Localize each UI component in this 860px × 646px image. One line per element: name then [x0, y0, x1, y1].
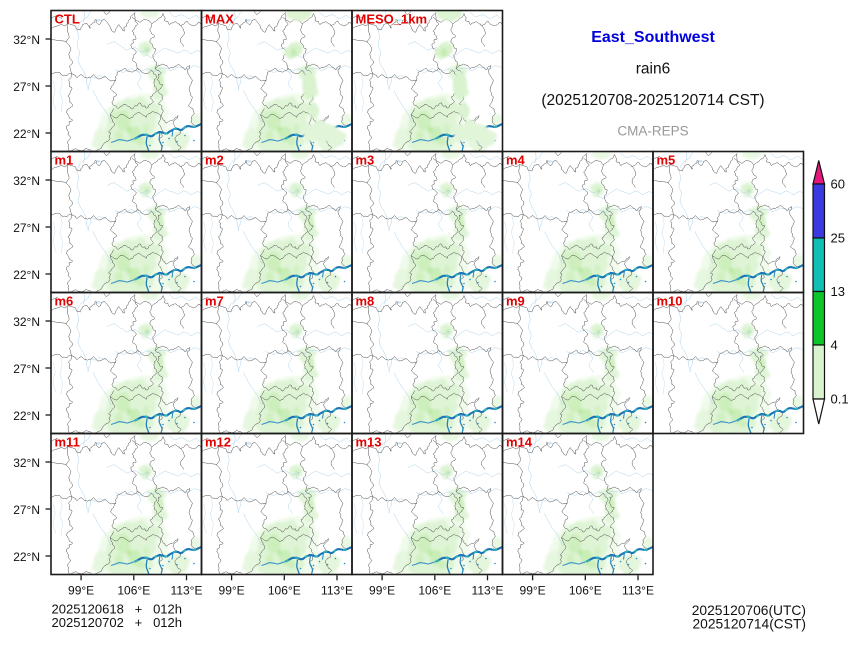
svg-text:27°N: 27°N — [13, 503, 40, 517]
svg-text:22°N: 22°N — [13, 268, 40, 282]
svg-text:m4: m4 — [506, 153, 526, 168]
svg-text:13: 13 — [831, 284, 845, 299]
svg-text:99°E: 99°E — [369, 584, 395, 598]
svg-text:4: 4 — [831, 338, 838, 353]
svg-text:113°E: 113°E — [622, 584, 654, 598]
svg-text:2025120714(CST): 2025120714(CST) — [692, 617, 806, 632]
svg-text:106°E: 106°E — [117, 584, 150, 598]
svg-text:m9: m9 — [506, 294, 525, 309]
svg-text:m8: m8 — [356, 294, 375, 309]
svg-text:32°N: 32°N — [13, 315, 40, 329]
svg-text:27°N: 27°N — [13, 362, 40, 376]
svg-text:99°E: 99°E — [68, 584, 94, 598]
svg-text:m7: m7 — [205, 294, 224, 309]
svg-text:m14: m14 — [506, 435, 533, 450]
svg-text:m3: m3 — [356, 153, 375, 168]
svg-text:27°N: 27°N — [13, 221, 40, 235]
svg-text:113°E: 113°E — [321, 584, 353, 598]
svg-text:East_Southwest: East_Southwest — [591, 29, 715, 46]
svg-text:2025120618 + 012h: 2025120618 + 012h — [52, 602, 182, 617]
svg-text:27°N: 27°N — [13, 80, 40, 94]
svg-text:106°E: 106°E — [268, 584, 301, 598]
svg-text:CTL: CTL — [55, 12, 80, 27]
svg-text:(2025120708-2025120714 CST): (2025120708-2025120714 CST) — [541, 92, 764, 109]
svg-text:60: 60 — [831, 177, 845, 192]
svg-text:m12: m12 — [205, 435, 231, 450]
svg-text:rain6: rain6 — [636, 61, 670, 78]
svg-text:MESO_1km: MESO_1km — [356, 12, 428, 27]
svg-text:m1: m1 — [55, 153, 74, 168]
svg-text:CMA-REPS: CMA-REPS — [617, 124, 688, 139]
svg-text:99°E: 99°E — [520, 584, 546, 598]
svg-text:0.1: 0.1 — [831, 392, 849, 407]
svg-text:32°N: 32°N — [13, 174, 40, 188]
svg-text:99°E: 99°E — [219, 584, 245, 598]
svg-text:106°E: 106°E — [418, 584, 451, 598]
svg-text:113°E: 113°E — [171, 584, 203, 598]
svg-text:32°N: 32°N — [13, 456, 40, 470]
svg-text:m5: m5 — [657, 153, 676, 168]
svg-text:22°N: 22°N — [13, 127, 40, 141]
svg-text:MAX: MAX — [205, 12, 234, 27]
svg-text:32°N: 32°N — [13, 33, 40, 47]
svg-text:m10: m10 — [657, 294, 683, 309]
svg-text:m13: m13 — [356, 435, 382, 450]
svg-text:2025120706(UTC): 2025120706(UTC) — [692, 603, 806, 618]
svg-text:m11: m11 — [55, 435, 80, 450]
svg-text:22°N: 22°N — [13, 409, 40, 423]
svg-text:m2: m2 — [205, 153, 224, 168]
svg-text:2025120702 + 012h: 2025120702 + 012h — [52, 615, 182, 630]
svg-text:106°E: 106°E — [569, 584, 602, 598]
svg-text:22°N: 22°N — [13, 550, 40, 564]
svg-text:113°E: 113°E — [472, 584, 504, 598]
svg-text:25: 25 — [831, 231, 845, 246]
svg-text:m6: m6 — [55, 294, 74, 309]
